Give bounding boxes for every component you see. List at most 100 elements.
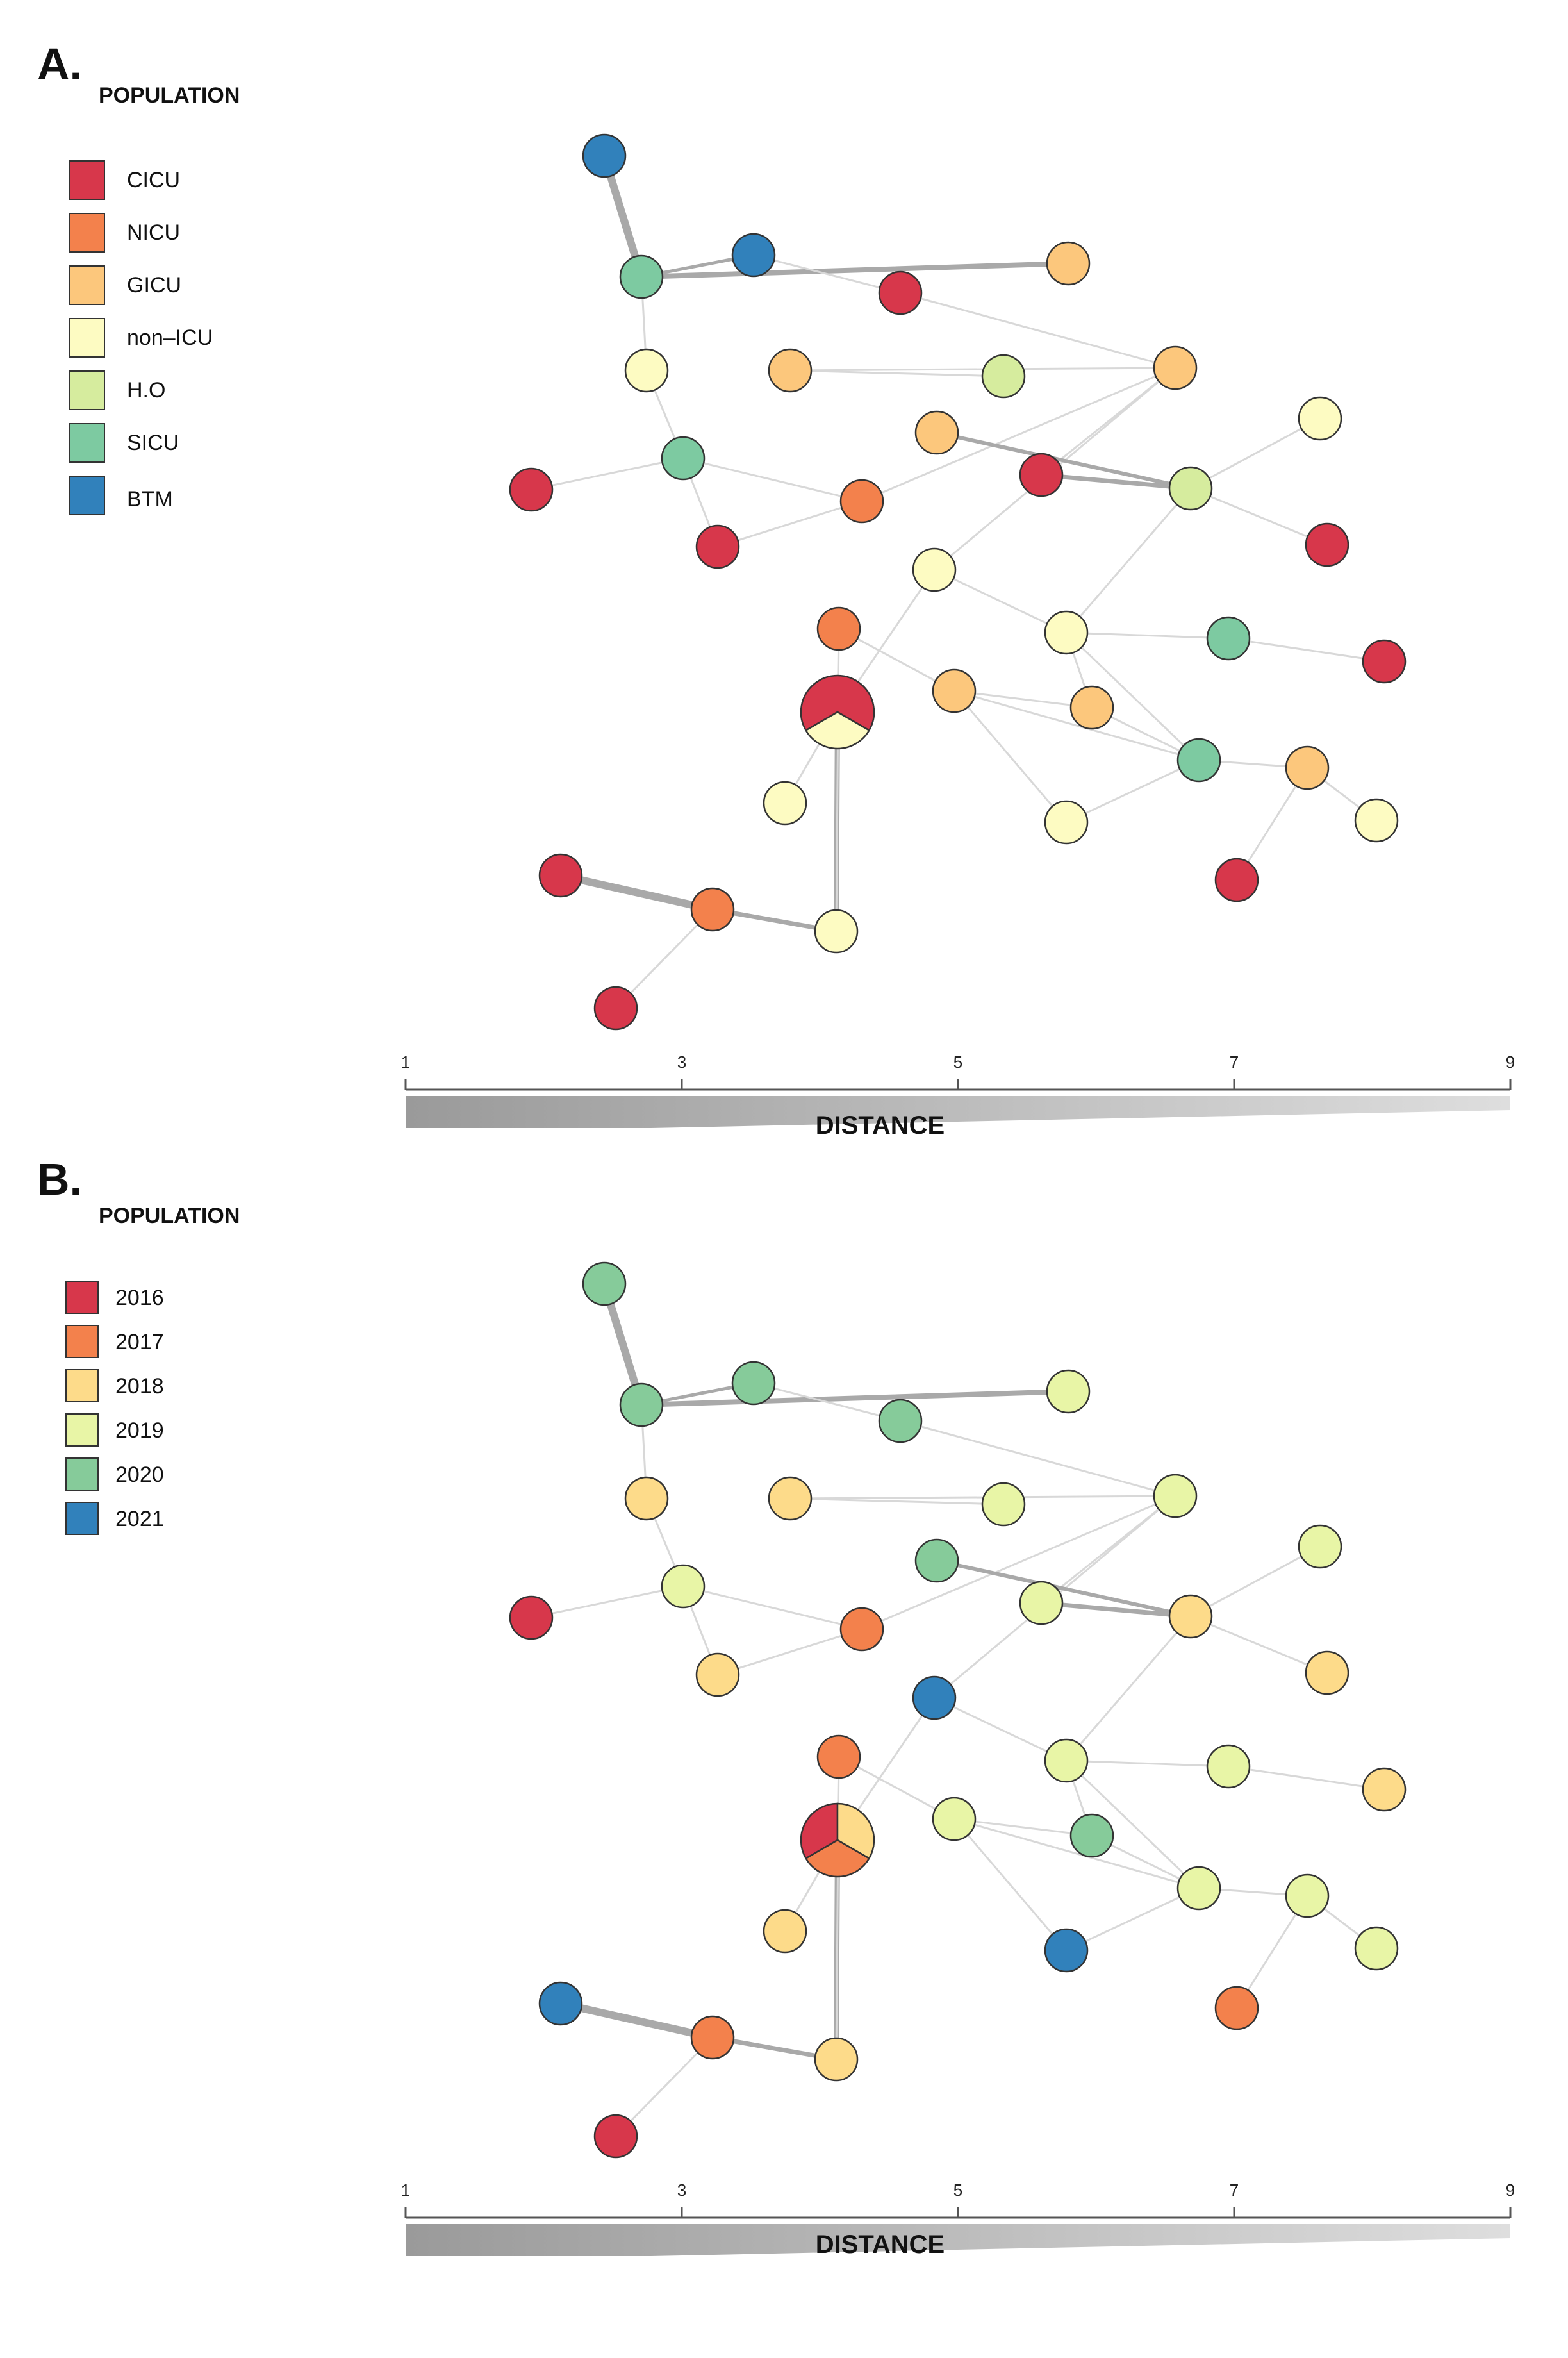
graph-edge (615, 2036, 714, 2138)
graph-node (593, 2114, 638, 2159)
axis-title: DISTANCE (815, 2230, 945, 2259)
axis-tick-label: 7 (1230, 2180, 1239, 2200)
axis-tick-label: 3 (677, 1052, 686, 1072)
graph-edge (1235, 767, 1308, 881)
graph-node (878, 1399, 923, 1443)
legend-label: CICU (127, 168, 181, 192)
graph-node (768, 1476, 813, 1521)
graph-edge (789, 1497, 1005, 1506)
graph-edge (1039, 1600, 1193, 1619)
graph-node (1044, 1738, 1089, 1783)
graph-node (582, 133, 627, 178)
graph-edge (1189, 487, 1328, 546)
distance-axis: 1 3 5 7 9 (401, 2180, 1515, 2256)
legend-title: POPULATION (99, 1204, 240, 1228)
graph-edge (953, 1818, 1200, 1889)
graph-node (1354, 1926, 1399, 1971)
graph-node (814, 909, 859, 954)
graph-node (1298, 1524, 1342, 1569)
axis-tick-label: 3 (677, 2180, 686, 2200)
legend-label: NICU (127, 220, 181, 245)
graph-node (1168, 466, 1213, 511)
graph-edge (682, 457, 863, 502)
legend-label: 2018 (115, 1374, 164, 1399)
graph-node (878, 270, 923, 315)
graph-node (1019, 1581, 1064, 1625)
graph-node (1069, 685, 1114, 730)
graph-node (981, 354, 1026, 399)
axis-tick-label: 1 (401, 1052, 410, 1072)
graph-node (763, 1909, 807, 1954)
legend-title: POPULATION (99, 83, 240, 108)
panel-a: A. POPULATION CICU NICU GICU non–ICU H.O… (0, 0, 1568, 1140)
graph-edge (1065, 759, 1200, 824)
graph-edge (1235, 1895, 1308, 2009)
graph-edge (1065, 1615, 1192, 1762)
graph-node (1214, 1986, 1259, 2030)
graph-node (1044, 800, 1089, 845)
legend-swatch (65, 1502, 99, 1535)
graph-edge (1039, 472, 1193, 491)
graph-edge (530, 457, 684, 491)
graph-node (912, 547, 957, 592)
graph-node (1362, 1767, 1407, 1812)
graph-edge (1065, 1887, 1200, 1952)
distance-wedge (406, 2224, 1510, 2256)
graph-node (1069, 1813, 1114, 1858)
legend-swatch (65, 1369, 99, 1402)
graph-edge (1189, 1615, 1328, 1674)
legend-swatch (69, 370, 105, 410)
graph-node (1176, 1866, 1221, 1911)
graph-node (1305, 1650, 1349, 1695)
graph-edge (899, 1420, 1176, 1497)
graph-node (914, 1538, 959, 1583)
graph-node (624, 1476, 669, 1521)
graph-edge (1065, 1759, 1230, 1768)
network-graph: 1 3 5 7 9 (401, 1261, 1515, 2256)
graph-node (690, 887, 735, 932)
graph-node (1206, 616, 1251, 661)
graph-edge (752, 1382, 902, 1422)
graph-edge (933, 569, 1068, 634)
graph-node (690, 2015, 735, 2060)
legend-label: GICU (127, 273, 181, 297)
graph-edge (953, 690, 1068, 824)
axis-tick-label: 5 (953, 1052, 962, 1072)
graph-edge (1065, 487, 1192, 634)
graph-edge (861, 367, 1176, 502)
graph-node (1354, 798, 1399, 843)
graph-node (1046, 1369, 1091, 1414)
graph-node (619, 1382, 664, 1427)
graph-edge (615, 908, 714, 1009)
graph-edge (1065, 1759, 1200, 1889)
legend-label: 2019 (115, 1418, 164, 1443)
distance-axis: 1 3 5 7 9 (401, 1052, 1515, 1128)
legend-swatch (65, 1325, 99, 1358)
legend-label: SICU (127, 431, 179, 455)
graph-node (731, 233, 776, 278)
legend-swatch (69, 265, 105, 305)
graph-node (1362, 639, 1407, 684)
legend-label: non–ICU (127, 326, 213, 350)
graph-node (1298, 396, 1342, 441)
graph-edge (530, 1585, 684, 1619)
graph-node (1206, 1744, 1251, 1789)
graph-node (914, 410, 959, 455)
graph-node (816, 1734, 861, 1779)
graph-edge (789, 1495, 1176, 1500)
graph-edge (1040, 1495, 1176, 1604)
graph-node (661, 1564, 706, 1609)
graph-edge (953, 690, 1200, 761)
graph-edge (935, 431, 1193, 490)
graph-edge (953, 690, 1093, 709)
graph-edge (789, 367, 1176, 372)
graph-node (912, 1675, 957, 1720)
graph-node (1046, 241, 1091, 286)
axis-tick-label: 5 (953, 2180, 962, 2200)
graph-edge (789, 369, 1005, 378)
graph-node (1044, 1928, 1089, 1973)
graph-node (731, 1361, 776, 1406)
graph-node (1153, 345, 1198, 390)
graph-node (1019, 453, 1064, 497)
panel-letter: A. (37, 39, 82, 89)
